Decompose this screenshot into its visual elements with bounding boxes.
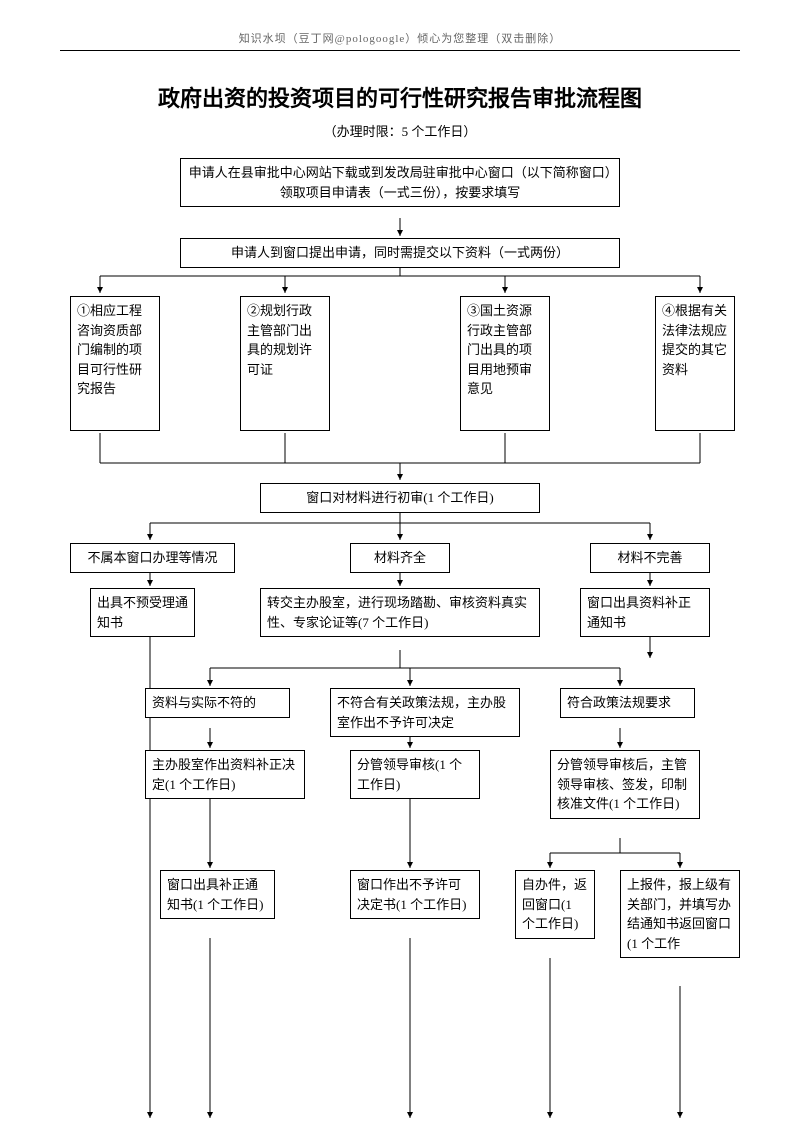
node-review: 窗口对材料进行初审(1 个工作日) [260, 483, 540, 513]
node-r1: 资料与实际不符的 [145, 688, 290, 718]
header-note: 知识水坝（豆丁网@pologoogle）倾心为您整理（双击删除） [60, 30, 740, 51]
node-r3b2: 上报件，报上级有关部门，并填写办结通知书返回窗口(1 个工作 [620, 870, 740, 958]
node-r3: 符合政策法规要求 [560, 688, 695, 718]
node-r1b: 窗口出具补正通知书(1 个工作日) [160, 870, 275, 919]
node-r2: 不符合有关政策法规，主办股室作出不予许可决定 [330, 688, 520, 737]
node-doc2: ②规划行政主管部门出具的规划许可证 [240, 296, 330, 431]
node-r3a: 分管领导审核后，主管领导审核、签发，印制核准文件(1 个工作日) [550, 750, 700, 819]
page-subtitle: （办理时限：5 个工作日） [60, 121, 740, 140]
node-doc1: ①相应工程咨询资质部门编制的项目可行性研究报告 [70, 296, 160, 431]
node-a1: 出具不预受理通知书 [90, 588, 195, 637]
node-branch-c: 材料不完善 [590, 543, 710, 573]
flowchart-canvas: 申请人在县审批中心网站下载或到发改局驻审批中心窗口（以下简称窗口）领取项目申请表… [60, 158, 740, 1118]
node-r2b: 窗口作出不予许可决定书(1 个工作日) [350, 870, 480, 919]
flowchart-lines [60, 158, 740, 1118]
node-c1: 窗口出具资料补正通知书 [580, 588, 710, 637]
node-branch-a: 不属本窗口办理等情况 [70, 543, 235, 573]
node-step1: 申请人在县审批中心网站下载或到发改局驻审批中心窗口（以下简称窗口）领取项目申请表… [180, 158, 620, 207]
node-b1: 转交主办股室，进行现场踏勘、审核资料真实性、专家论证等(7 个工作日) [260, 588, 540, 637]
node-doc4: ④根据有关法律法规应提交的其它资料 [655, 296, 735, 431]
node-r3b1: 自办件，返回窗口(1 个工作日) [515, 870, 595, 939]
node-doc3: ③国土资源行政主管部门出具的项目用地预审意见 [460, 296, 550, 431]
node-r2a: 分管领导审核(1 个工作日) [350, 750, 480, 799]
node-step2: 申请人到窗口提出申请，同时需提交以下资料（一式两份） [180, 238, 620, 268]
page-title: 政府出资的投资项目的可行性研究报告审批流程图 [60, 81, 740, 113]
node-r1a: 主办股室作出资料补正决定(1 个工作日) [145, 750, 305, 799]
node-branch-b: 材料齐全 [350, 543, 450, 573]
